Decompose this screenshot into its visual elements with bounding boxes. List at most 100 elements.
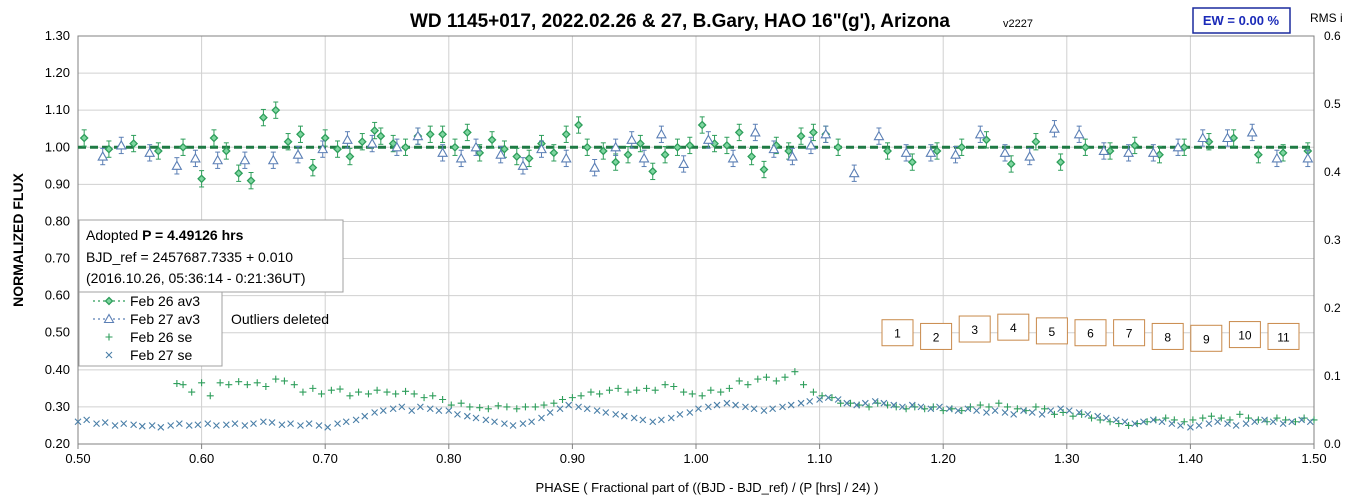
data-point	[749, 126, 761, 137]
data-point	[297, 422, 304, 429]
data-point	[1162, 414, 1170, 422]
y-tick-label: 0.80	[45, 213, 70, 228]
data-point	[401, 142, 410, 152]
numbered-box: 9	[1190, 324, 1223, 352]
data-point	[796, 131, 806, 141]
data-point	[1073, 128, 1085, 139]
x-tick-label: 1.20	[931, 451, 956, 466]
data-point	[1302, 152, 1314, 163]
y-tick-label: 0.20	[45, 436, 70, 451]
data-point	[345, 152, 355, 161]
data-point	[786, 150, 798, 161]
data-point	[250, 420, 257, 427]
data-point	[1143, 418, 1151, 426]
data-point	[624, 388, 632, 396]
data-point	[120, 420, 128, 427]
data-point	[973, 407, 980, 415]
data-point	[491, 418, 498, 426]
data-point	[278, 421, 286, 429]
right-axis-ticks: 0.0 0.1 0.2 0.3 0.4 0.5 0.6	[1324, 29, 1341, 451]
data-point	[1282, 416, 1290, 424]
data-point	[559, 395, 567, 403]
data-point	[429, 392, 437, 400]
data-point	[1075, 409, 1083, 416]
data-point	[212, 154, 224, 165]
data-point	[272, 375, 280, 383]
data-point	[698, 392, 706, 400]
numbered-box: 5	[1035, 317, 1068, 345]
data-point	[834, 396, 842, 403]
data-point	[974, 128, 986, 139]
data-point	[1155, 150, 1164, 160]
data-point	[754, 375, 762, 383]
data-point	[899, 403, 906, 411]
data-point	[635, 139, 645, 148]
data-point	[317, 143, 329, 154]
data-point	[1084, 410, 1092, 418]
data-point	[1024, 150, 1036, 161]
data-point	[334, 420, 341, 427]
series-feb-27-av3	[97, 120, 1314, 182]
numbered-box-frame	[920, 322, 953, 350]
data-point	[639, 416, 647, 424]
numbered-box: 1	[881, 319, 914, 347]
data-point	[550, 399, 558, 407]
data-point	[260, 418, 267, 426]
data-point	[487, 135, 497, 145]
right-tick-label: 0.2	[1324, 301, 1341, 315]
data-point	[376, 131, 386, 141]
y-tick-label: 1.00	[45, 139, 70, 154]
data-point	[686, 409, 694, 416]
data-point	[560, 152, 572, 163]
data-point	[364, 390, 372, 398]
data-point	[861, 399, 869, 407]
y-tick-label: 0.60	[45, 288, 70, 303]
data-point	[549, 148, 559, 158]
data-point	[1189, 416, 1197, 424]
data-point	[283, 137, 293, 147]
x-axis-label: PHASE ( Fractional part of ((BJD - BJD_r…	[536, 480, 879, 495]
data-point	[734, 128, 744, 137]
data-point	[1080, 142, 1090, 152]
data-point	[577, 392, 585, 400]
data-point	[425, 129, 435, 139]
data-point	[1172, 141, 1184, 152]
data-point	[660, 150, 670, 160]
data-point	[1224, 420, 1231, 427]
legend-item: Feb 26 se	[105, 329, 192, 345]
data-point	[649, 418, 657, 426]
data-point	[932, 146, 942, 156]
numbered-box-label: 9	[1203, 332, 1210, 346]
data-point	[519, 420, 527, 427]
numbered-box: 10	[1228, 321, 1261, 349]
data-point	[466, 403, 474, 411]
data-point	[1205, 420, 1213, 427]
data-point	[610, 141, 622, 152]
data-point	[185, 422, 193, 429]
data-point	[843, 399, 851, 407]
data-point	[769, 405, 777, 413]
data-point	[258, 113, 268, 123]
data-point	[702, 134, 714, 144]
data-point	[957, 142, 967, 152]
annotation-outliers: Outliers deleted	[231, 311, 329, 327]
data-point	[271, 105, 281, 115]
data-point	[747, 152, 757, 161]
data-point	[1048, 123, 1060, 133]
data-point	[707, 386, 715, 394]
data-point	[327, 386, 335, 394]
data-point	[204, 420, 212, 427]
data-point	[824, 394, 832, 402]
data-point	[392, 390, 400, 398]
data-point	[939, 407, 947, 415]
data-point	[833, 142, 843, 152]
data-point	[1269, 418, 1277, 426]
data-point	[1207, 412, 1215, 420]
x-tick-label: 0.80	[436, 451, 461, 466]
data-point	[357, 137, 367, 147]
x-tick-label: 0.90	[560, 451, 585, 466]
data-point	[1199, 414, 1207, 422]
data-point	[234, 168, 244, 178]
data-point	[704, 403, 712, 411]
data-point	[206, 392, 214, 400]
